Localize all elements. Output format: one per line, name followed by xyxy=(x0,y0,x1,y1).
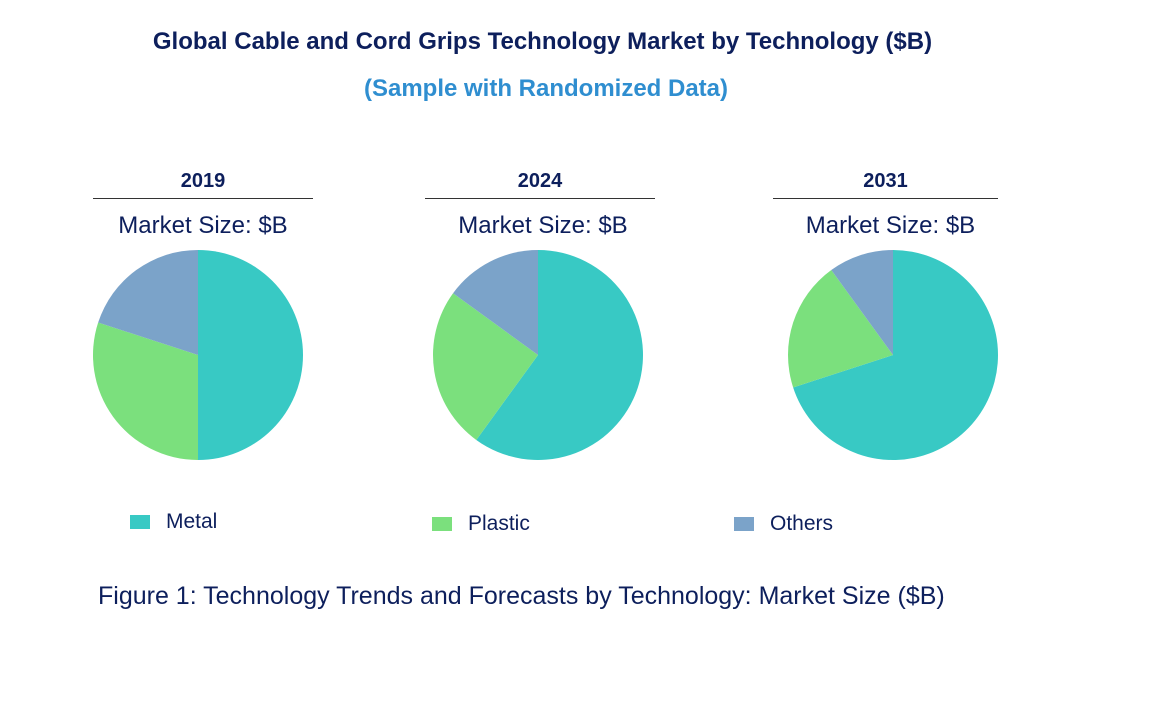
market-size-label-2024: Market Size: $B xyxy=(458,212,628,239)
year-label-2024: 2024 xyxy=(517,170,563,192)
legend-label-metal: Metal xyxy=(166,510,218,533)
chart-title: Global Cable and Cord Grips Technology M… xyxy=(152,28,933,55)
pie-slice-2031-metal xyxy=(793,250,999,460)
pie-slice-2031-plastic xyxy=(787,270,893,388)
year-label-2019: 2019 xyxy=(180,170,226,192)
pie-slice-2019-plastic xyxy=(92,322,198,460)
figure-caption: Figure 1: Technology Trends and Forecast… xyxy=(98,582,945,610)
pie-slice-2024-others xyxy=(453,250,538,355)
year-divider-2019 xyxy=(93,198,313,199)
chart-subtitle: (Sample with Randomized Data) xyxy=(363,75,729,102)
pie-slice-2019-metal xyxy=(198,250,303,460)
pie-slice-2019-others xyxy=(98,250,198,355)
legend-label-plastic: Plastic xyxy=(468,512,530,535)
pie-slice-2031-others xyxy=(831,250,893,355)
pie-slice-2024-plastic xyxy=(433,293,538,440)
legend-label-others: Others xyxy=(770,512,834,535)
legend-swatch-plastic xyxy=(432,517,452,531)
legend-swatch-others xyxy=(734,517,754,531)
market-size-label-2019: Market Size: $B xyxy=(118,212,288,239)
pie-slice-2024-metal xyxy=(476,250,643,460)
year-label-2031: 2031 xyxy=(863,170,908,192)
year-divider-2024 xyxy=(425,198,655,199)
legend-swatch-metal xyxy=(130,515,150,529)
market-size-label-2031: Market Size: $B xyxy=(805,212,976,239)
year-divider-2031 xyxy=(773,198,998,199)
